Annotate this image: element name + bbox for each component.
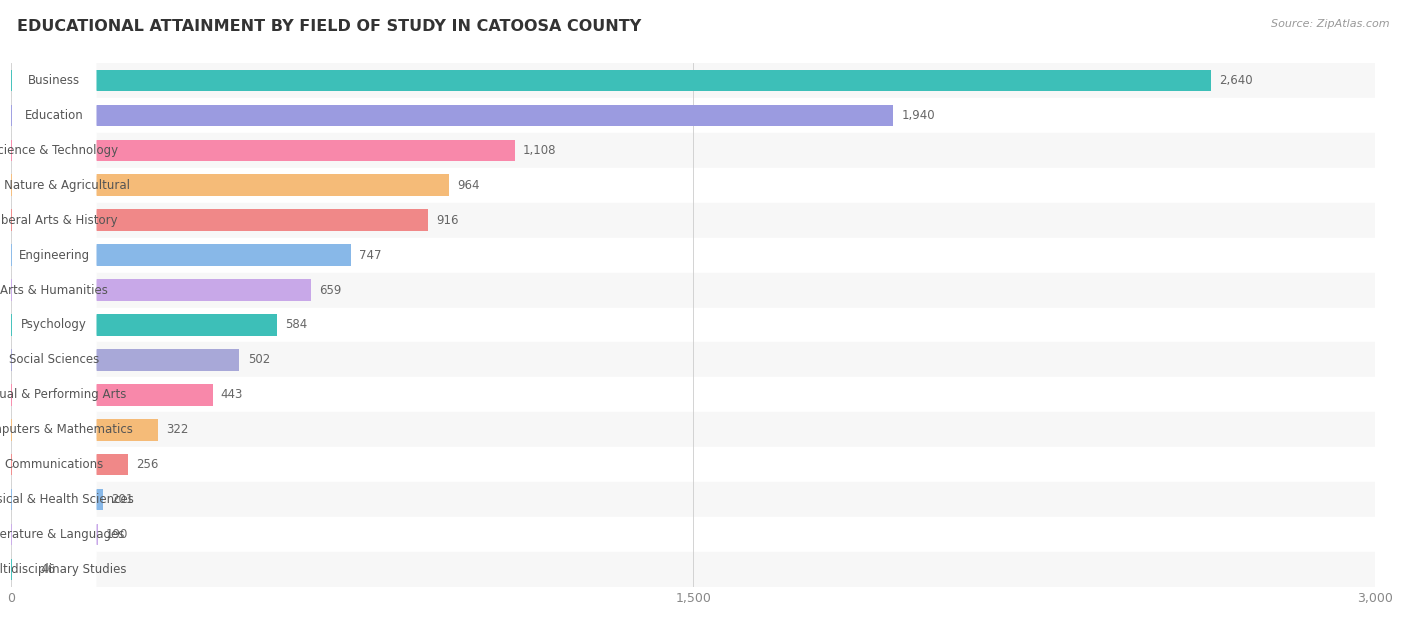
Text: Computers & Mathematics: Computers & Mathematics (0, 423, 134, 436)
Text: Social Sciences: Social Sciences (8, 353, 100, 367)
Bar (11, 168, 1375, 203)
Text: 747: 747 (359, 249, 381, 262)
Text: 502: 502 (247, 353, 270, 367)
Text: 659: 659 (319, 283, 342, 297)
Text: 443: 443 (221, 388, 243, 401)
Text: EDUCATIONAL ATTAINMENT BY FIELD OF STUDY IN CATOOSA COUNTY: EDUCATIONAL ATTAINMENT BY FIELD OF STUDY… (17, 19, 641, 34)
FancyBboxPatch shape (11, 334, 97, 385)
Bar (11, 517, 1375, 552)
Bar (11, 238, 1375, 273)
Bar (11, 307, 1375, 343)
Bar (11, 349, 239, 370)
Bar (11, 98, 1375, 133)
Text: 2,640: 2,640 (1219, 74, 1253, 87)
Bar (11, 489, 103, 510)
Text: Business: Business (28, 74, 80, 87)
Text: Science & Technology: Science & Technology (0, 144, 118, 157)
Bar (11, 203, 1375, 238)
Text: Source: ZipAtlas.com: Source: ZipAtlas.com (1271, 19, 1389, 29)
Text: Liberal Arts & History: Liberal Arts & History (0, 214, 118, 227)
Bar (11, 63, 1375, 98)
Text: 584: 584 (285, 319, 307, 331)
Bar (11, 280, 311, 301)
FancyBboxPatch shape (11, 404, 97, 455)
Bar (11, 412, 1375, 447)
Bar (11, 454, 128, 475)
FancyBboxPatch shape (11, 300, 97, 350)
Text: Arts & Humanities: Arts & Humanities (0, 283, 108, 297)
Bar (11, 105, 893, 126)
Text: 1,940: 1,940 (901, 109, 935, 122)
FancyBboxPatch shape (11, 370, 97, 420)
Text: Education: Education (25, 109, 83, 122)
FancyBboxPatch shape (11, 56, 97, 106)
FancyBboxPatch shape (11, 160, 97, 211)
Bar (11, 139, 515, 161)
FancyBboxPatch shape (11, 439, 97, 490)
Bar (11, 558, 32, 580)
Bar (11, 209, 427, 231)
Text: Multidisciplinary Studies: Multidisciplinary Studies (0, 563, 127, 576)
Text: 916: 916 (436, 214, 458, 227)
Bar (11, 447, 1375, 482)
Bar (11, 482, 1375, 517)
Bar (11, 244, 352, 266)
Bar (11, 175, 450, 196)
Text: Literature & Languages: Literature & Languages (0, 528, 124, 541)
Text: Engineering: Engineering (18, 249, 90, 262)
Text: 256: 256 (136, 458, 159, 471)
Text: 46: 46 (41, 563, 55, 576)
FancyBboxPatch shape (11, 195, 97, 245)
Bar (11, 133, 1375, 168)
FancyBboxPatch shape (11, 509, 97, 560)
FancyBboxPatch shape (11, 90, 97, 141)
Bar (11, 384, 212, 406)
Bar (11, 343, 1375, 377)
FancyBboxPatch shape (11, 265, 97, 316)
Text: Psychology: Psychology (21, 319, 87, 331)
Text: 1,108: 1,108 (523, 144, 557, 157)
FancyBboxPatch shape (11, 230, 97, 280)
Bar (11, 524, 97, 545)
Text: Visual & Performing Arts: Visual & Performing Arts (0, 388, 127, 401)
Text: 964: 964 (458, 179, 481, 192)
Bar (11, 419, 157, 440)
Text: Bio, Nature & Agricultural: Bio, Nature & Agricultural (0, 179, 131, 192)
Text: 190: 190 (105, 528, 128, 541)
FancyBboxPatch shape (11, 125, 97, 175)
Text: Communications: Communications (4, 458, 104, 471)
FancyBboxPatch shape (11, 475, 97, 525)
Bar (11, 70, 1212, 91)
Text: 201: 201 (111, 493, 134, 506)
Text: 322: 322 (166, 423, 188, 436)
FancyBboxPatch shape (11, 544, 97, 594)
Bar (11, 377, 1375, 412)
Bar (11, 552, 1375, 587)
Text: Physical & Health Sciences: Physical & Health Sciences (0, 493, 134, 506)
Bar (11, 314, 277, 336)
Bar (11, 273, 1375, 307)
